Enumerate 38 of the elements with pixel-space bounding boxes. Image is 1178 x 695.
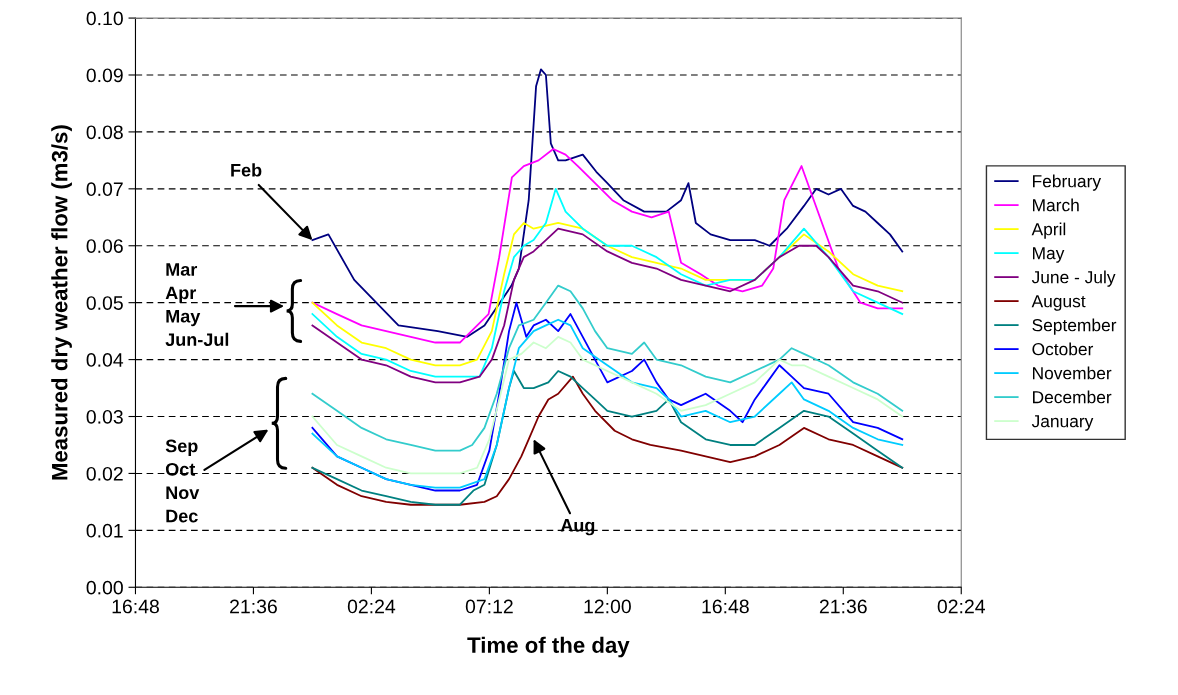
x-axis-title: Time of the day xyxy=(467,636,630,658)
y-tick-label: 0.03 xyxy=(86,409,123,424)
y-tick-label: 0.07 xyxy=(86,182,123,197)
x-tick-label: 21:36 xyxy=(230,599,277,614)
line-series xyxy=(311,187,904,378)
y-tick-label: 0.09 xyxy=(86,68,123,83)
legend-label: April xyxy=(1031,222,1066,239)
legend-label: March xyxy=(1033,198,1079,212)
y-axis-title: Measured dry weather flow (m3/s) xyxy=(51,125,72,480)
x-tick-label: 16:48 xyxy=(702,599,749,614)
y-tick-label: 0.10 xyxy=(86,11,123,26)
legend-label: February xyxy=(1033,174,1102,191)
legend-label: November xyxy=(1033,366,1112,380)
y-tick-label: 0.01 xyxy=(86,523,123,538)
legend-label: June - July xyxy=(1031,270,1116,287)
legend-label: December xyxy=(1033,390,1112,404)
annotation: Feb xyxy=(231,163,262,177)
x-tick-label: 16:48 xyxy=(112,599,159,614)
line-series xyxy=(311,335,904,475)
y-tick-label: 0.08 xyxy=(86,125,123,140)
annotation: Mar Apr May Jun-Jul xyxy=(165,263,229,346)
line-series xyxy=(311,284,904,452)
y-tick-label: 0.00 xyxy=(86,580,123,595)
annotation: Aug xyxy=(560,519,595,536)
legend-label: September xyxy=(1032,318,1117,335)
legend-label: October xyxy=(1032,342,1094,356)
x-tick-label: 02:24 xyxy=(937,599,986,614)
legend-label: May xyxy=(1033,247,1065,263)
x-tick-label: 02:24 xyxy=(347,599,396,614)
x-tick-label: 21:36 xyxy=(819,599,867,614)
legend-label: August xyxy=(1031,295,1086,311)
x-tick-label: 12:00 xyxy=(584,599,631,614)
legend-label: January xyxy=(1031,415,1094,431)
y-tick-label: 0.05 xyxy=(86,296,123,310)
y-tick-label: 0.02 xyxy=(86,466,123,481)
x-tick-label: 07:12 xyxy=(465,599,513,614)
y-tick-label: 0.06 xyxy=(86,239,123,253)
y-tick-label: 0.04 xyxy=(86,353,124,367)
